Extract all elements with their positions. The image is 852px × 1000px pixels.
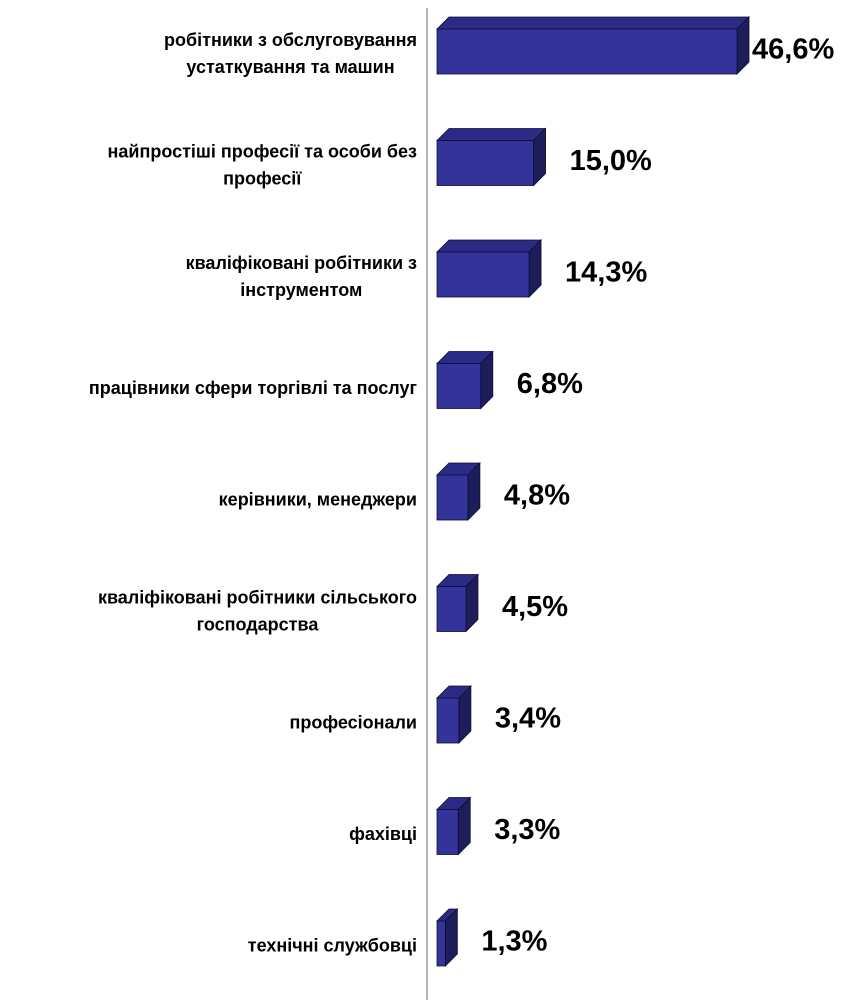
bar-2 — [436, 127, 547, 187]
bar-front-face — [436, 251, 530, 298]
category-label: робітники з обслуговування — [164, 30, 417, 50]
value-label: 15,0% — [570, 145, 652, 177]
bar-front-face — [436, 363, 482, 409]
category-label: технічні службовці — [248, 935, 417, 955]
category-label: працівники сфери торгівлі та послуг — [89, 378, 418, 398]
bar-front-face — [436, 586, 467, 632]
category-label: устаткування та машин — [186, 57, 394, 77]
bar-4 — [436, 350, 494, 410]
category-label: фахівці — [349, 824, 417, 844]
category-label: професії — [223, 168, 302, 188]
value-label: 46,6% — [752, 34, 834, 66]
bar-1 — [436, 16, 750, 75]
value-label: 3,3% — [494, 814, 560, 846]
category-label: господарства — [197, 614, 320, 634]
category-label: кваліфіковані робітники з — [186, 253, 417, 273]
category-label: професіонали — [289, 712, 417, 732]
bar-top-face — [436, 16, 750, 30]
category-label: інструментом — [240, 280, 362, 300]
value-label: 14,3% — [565, 257, 647, 289]
category-label: найпростіші професії та особи без — [108, 141, 418, 161]
bar-front-face — [436, 809, 459, 855]
value-label: 6,8% — [517, 368, 583, 400]
bar-top-face — [436, 128, 547, 141]
value-label: 4,5% — [502, 591, 568, 623]
bar-front-face — [436, 920, 446, 967]
value-label: 1,3% — [481, 926, 547, 958]
bar-front-face — [436, 474, 469, 521]
category-label: кваліфіковані робітники сільського — [98, 587, 417, 607]
bar-front-face — [436, 28, 738, 75]
bar-3 — [436, 239, 543, 298]
bar-top-face — [436, 239, 543, 253]
bar-front-face — [436, 697, 460, 744]
bar-7 — [436, 685, 472, 744]
bar-8 — [436, 796, 472, 856]
category-label: керівники, менеджери — [219, 489, 417, 509]
value-label: 3,4% — [495, 703, 561, 735]
bar-5 — [436, 462, 481, 521]
value-label: 4,8% — [504, 480, 570, 512]
bar-6 — [436, 573, 479, 633]
bar-9 — [436, 908, 459, 967]
bar-front-face — [436, 140, 534, 186]
